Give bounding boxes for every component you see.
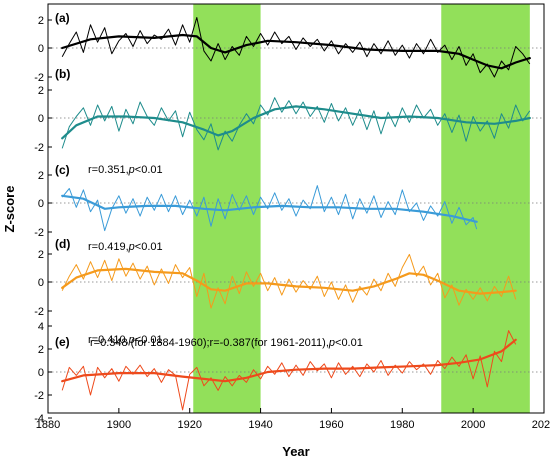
y-tick-label: 2 xyxy=(38,85,44,97)
panel-label-5: (e) xyxy=(55,335,70,349)
y-tick-label: -2 xyxy=(34,390,44,402)
smoothed-series-panel-4 xyxy=(61,267,517,295)
annotation-panel-5: r=0.348 (for 1884-1960);r=-0.387(for 196… xyxy=(90,337,363,349)
zero-reference-lines xyxy=(48,47,544,373)
y-tick-label: 0 xyxy=(38,367,44,379)
y-tick-label: 0 xyxy=(38,43,44,55)
x-tick-label: 1920 xyxy=(177,419,201,431)
y-tick-label: 0 xyxy=(38,277,44,289)
panel-label-3: (c) xyxy=(55,163,70,177)
x-tick-label: 2020 xyxy=(532,419,550,431)
y-tick-label: -2 xyxy=(34,72,44,84)
y-tick-label: -4 xyxy=(34,413,44,425)
x-tick-label: 1900 xyxy=(107,419,131,431)
panel-label-2: (b) xyxy=(55,67,70,81)
y-tick-label: 2 xyxy=(38,15,44,27)
smoothed-series-panel-1 xyxy=(61,33,531,70)
y-tick-label: 4 xyxy=(38,321,44,333)
y-axis-title: Z-score xyxy=(2,186,17,233)
annual-series-panel-1 xyxy=(61,17,531,78)
annotation-panel-4: r=0.410,p<0.01 xyxy=(88,334,163,346)
annotation-panel-2: r=0.351,p<0.01 xyxy=(88,164,163,176)
annual-series-panel-5 xyxy=(61,330,517,411)
smoothed-series-panel-5 xyxy=(61,338,517,383)
x-tick-label: 1980 xyxy=(390,419,414,431)
annotation-panel-3: r=0.419,p<0.01 xyxy=(88,241,163,253)
y-tick-label: -2 xyxy=(34,227,44,239)
axes xyxy=(47,3,545,414)
y-tick-label: -2 xyxy=(34,142,44,154)
x-tick-label: 1940 xyxy=(248,419,272,431)
x-tick-label: 1960 xyxy=(319,419,343,431)
smoothed-series-panel-3 xyxy=(61,194,478,223)
annual-series-panel-2 xyxy=(61,97,531,151)
x-tick-label: 2000 xyxy=(461,419,485,431)
y-tick-label: 0 xyxy=(38,198,44,210)
x-tick-label: 1880 xyxy=(36,419,60,431)
smoothed-series-panel-2 xyxy=(61,105,531,140)
y-tick-label: 2 xyxy=(38,249,44,261)
y-tick-label: -2 xyxy=(34,306,44,318)
y-tick-label: 2 xyxy=(38,344,44,356)
x-axis-title: Year xyxy=(282,444,309,459)
panel-labels: (a) (b) r=0.351,p<0.01 (c) r=0.419,p<0.01 (d)… xyxy=(55,11,363,349)
panel-label-1: (a) xyxy=(55,11,70,25)
panel-label-4: (d) xyxy=(55,237,70,251)
highlight-band-2 xyxy=(441,4,530,413)
y-tick-label: 2 xyxy=(38,170,44,182)
series-lines xyxy=(61,17,531,411)
y-tick-label: 0 xyxy=(38,113,44,125)
plot-frame xyxy=(47,3,545,414)
